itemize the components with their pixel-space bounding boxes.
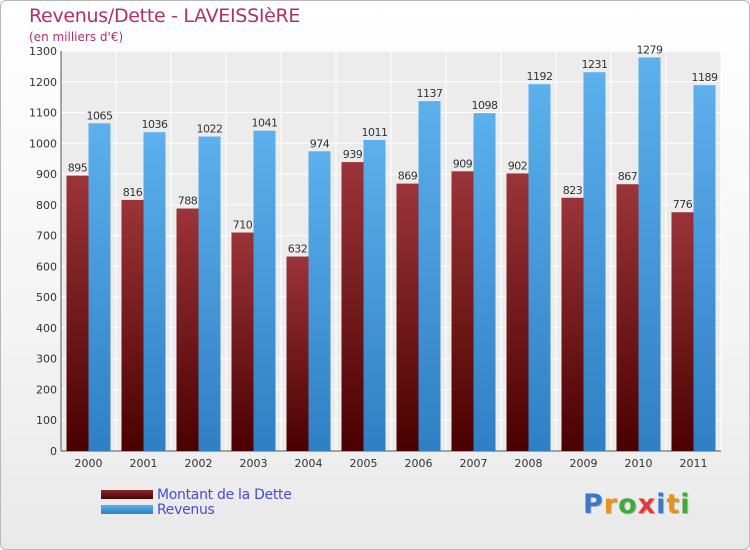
- bar-debt: [561, 197, 584, 451]
- bar-revenus: [143, 132, 166, 451]
- bar-debt: [451, 171, 474, 452]
- x-tick-label: 2004: [295, 457, 323, 470]
- logo-letter: r: [603, 489, 619, 520]
- data-label-revenus: 1065: [87, 109, 113, 122]
- legend: Montant de la Dette Revenus: [101, 486, 292, 518]
- bar-revenus: [473, 113, 496, 452]
- data-label-debt: 823: [563, 184, 583, 197]
- bar-debt: [176, 208, 199, 451]
- bar-revenus: [638, 57, 661, 451]
- bar-revenus: [693, 85, 716, 452]
- data-label-debt: 788: [178, 195, 198, 208]
- bar-revenus: [363, 139, 386, 451]
- bar-debt: [286, 256, 309, 451]
- bar-debt: [66, 175, 89, 451]
- logo-letter: t: [666, 489, 681, 520]
- bar-debt: [671, 212, 694, 451]
- data-label-revenus: 1231: [582, 58, 608, 71]
- x-tick-label: 2007: [460, 457, 488, 470]
- y-tick-label: 400: [36, 322, 57, 335]
- data-label-debt: 902: [508, 159, 528, 172]
- data-label-revenus: 974: [310, 137, 330, 150]
- y-tick-label: 1100: [29, 107, 57, 120]
- y-tick-label: 200: [36, 383, 57, 396]
- data-label-revenus: 1041: [252, 117, 278, 130]
- x-tick-label: 2011: [680, 457, 708, 470]
- data-label-debt: 895: [68, 162, 88, 175]
- x-tick-label: 2008: [515, 457, 543, 470]
- chart-title: Revenus/Dette - LAVEISSIèRE: [29, 5, 301, 27]
- proxiti-logo: Proxiti: [583, 489, 691, 520]
- data-label-debt: 816: [123, 186, 143, 199]
- legend-item-revenus: Revenus: [101, 501, 292, 518]
- y-tick-label: 700: [36, 230, 57, 243]
- data-label-debt: 632: [288, 243, 308, 256]
- chart-subtitle: (en milliers d'€): [29, 30, 124, 44]
- y-tick-label: 1300: [29, 45, 57, 58]
- data-label-revenus: 1279: [637, 43, 663, 56]
- legend-label-revenus: Revenus: [157, 501, 215, 518]
- logo-letter: i: [680, 489, 691, 520]
- bar-debt: [616, 184, 639, 451]
- bar-debt: [341, 162, 364, 452]
- y-tick-label: 1200: [29, 76, 57, 89]
- bar-revenus: [528, 84, 551, 451]
- y-tick-label: 600: [36, 260, 57, 273]
- x-tick-label: 2005: [350, 457, 378, 470]
- data-label-revenus: 1022: [197, 123, 223, 136]
- y-tick-label: 100: [36, 414, 57, 427]
- logo-letter: i: [656, 489, 667, 520]
- x-tick-label: 2009: [570, 457, 598, 470]
- bar-revenus: [198, 136, 221, 452]
- y-tick-label: 900: [36, 168, 57, 181]
- bar-revenus: [308, 151, 331, 452]
- bar-debt: [506, 173, 529, 451]
- legend-swatch-revenus: [101, 505, 153, 514]
- x-tick-label: 2002: [185, 457, 213, 470]
- y-tick-label: 800: [36, 199, 57, 212]
- bar-debt: [231, 232, 254, 451]
- y-tick-label: 500: [36, 291, 57, 304]
- data-label-debt: 939: [343, 148, 363, 161]
- data-label-debt: 710: [233, 219, 253, 232]
- x-tick-label: 2010: [625, 457, 653, 470]
- y-tick-label: 1000: [29, 137, 57, 150]
- data-label-debt: 867: [618, 170, 638, 183]
- logo-letter: x: [637, 489, 657, 520]
- bar-debt: [121, 199, 144, 451]
- bar-revenus: [583, 72, 606, 451]
- x-tick-label: 2000: [75, 457, 103, 470]
- bar-revenus: [88, 123, 111, 452]
- data-label-revenus: 1036: [142, 118, 168, 131]
- data-label-revenus: 1098: [472, 99, 498, 112]
- data-label-debt: 909: [453, 157, 473, 170]
- data-label-revenus: 1192: [527, 70, 553, 83]
- y-tick-label: 0: [50, 445, 57, 458]
- data-label-revenus: 1137: [417, 87, 443, 100]
- legend-swatch-debt: [101, 490, 153, 499]
- x-tick-label: 2003: [240, 457, 268, 470]
- y-tick-label: 300: [36, 353, 57, 366]
- data-label-debt: 776: [673, 198, 693, 211]
- x-tick-label: 2001: [130, 457, 158, 470]
- bar-revenus: [418, 101, 441, 452]
- logo-letter: o: [618, 489, 638, 520]
- legend-label-debt: Montant de la Dette: [157, 486, 292, 503]
- bar-debt: [396, 183, 419, 451]
- data-label-revenus: 1011: [362, 126, 388, 139]
- data-label-debt: 869: [398, 170, 418, 183]
- legend-item-debt: Montant de la Dette: [101, 486, 292, 503]
- x-tick-label: 2006: [405, 457, 433, 470]
- bar-revenus: [253, 130, 276, 451]
- data-label-revenus: 1189: [692, 71, 718, 84]
- logo-letter: P: [583, 489, 604, 520]
